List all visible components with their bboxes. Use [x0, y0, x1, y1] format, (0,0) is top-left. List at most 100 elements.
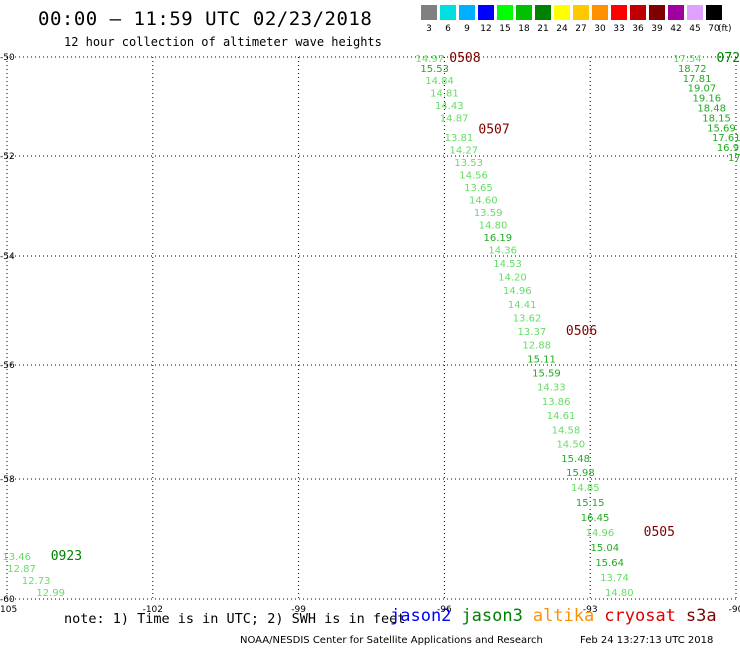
legend-swatch [516, 5, 532, 20]
legend-label: 6 [445, 24, 451, 34]
wave-height-label: 14.97 [415, 54, 444, 65]
legend-swatch [649, 5, 665, 20]
wave-height-label: 14.56 [459, 171, 488, 182]
wave-height-label: 17.61 [712, 133, 740, 144]
wave-height-label: 12.87 [7, 564, 36, 575]
lon-tick-label: -99 [291, 605, 306, 615]
map-title: 00:00 – 11:59 UTC 02/23/2018 [38, 8, 373, 30]
legend-label: 21 [537, 24, 549, 34]
footer-timestamp: Feb 24 13:27:13 UTC 2018 [580, 635, 714, 646]
legend-label: 42 [670, 24, 682, 34]
wave-height-label: 14.81 [430, 89, 459, 100]
wave-height-label: 13.74 [600, 573, 629, 584]
legend-swatch [592, 5, 608, 20]
wave-height-label: 18.72 [678, 64, 707, 75]
wave-height-label: 14.87 [440, 113, 469, 124]
satellite-s3a: s3a [685, 606, 717, 626]
legend-swatch [535, 5, 551, 20]
wave-height-label: 15.11 [527, 354, 556, 365]
wave-height-label: 18.48 [697, 103, 726, 114]
legend-unit: (ft) [718, 24, 732, 34]
wave-height-label: 15.69 [707, 123, 736, 134]
legend-swatch [573, 5, 589, 20]
legend-label: 9 [464, 24, 470, 34]
wave-height-label: 15.64 [595, 558, 624, 569]
wave-height-label: 15.59 [532, 368, 561, 379]
wave-height-label: 14.27 [450, 146, 479, 157]
wave-height-label: 15.04 [590, 543, 619, 554]
footer-note: note: 1) Time is in UTC; 2) SWH is in fe… [64, 611, 406, 627]
lat-tick-label: -54 [0, 252, 15, 262]
legend-swatch [611, 5, 627, 20]
lat-tick-label: -52 [0, 152, 15, 162]
legend-label: 18 [518, 24, 530, 34]
wave-height-label: 14.50 [556, 440, 585, 451]
satellite-jason3: jason3 [461, 606, 523, 626]
wave-height-label: 14.84 [425, 76, 454, 87]
satellite-jason2: jason2 [390, 606, 452, 626]
legend-swatch [421, 5, 437, 20]
legend-label: 27 [575, 24, 587, 34]
pass-time-label: 0505 [644, 525, 675, 540]
wave-height-label: 13.62 [513, 313, 542, 324]
legend-label: 45 [689, 24, 701, 34]
satellite-altika: altika [532, 606, 595, 626]
wave-height-label: 14.85 [571, 483, 600, 494]
wave-height-label: 12.99 [36, 588, 65, 599]
wave-height-label: 13.46 [2, 552, 31, 563]
legend-label: 12 [480, 24, 492, 34]
wave-height-label: 16.45 [581, 513, 610, 524]
wave-height-label: 14.20 [498, 273, 527, 284]
legend-label: 70 [708, 24, 720, 34]
wave-height-label: 13.65 [464, 183, 493, 194]
satellite-legend: jason2 jason3 altika cryosat s3a [390, 606, 727, 626]
legend-swatch [478, 5, 494, 20]
satellite-cryosat: cryosat [604, 606, 676, 626]
wave-height-label: 14.80 [605, 588, 634, 599]
legend-swatch [459, 5, 475, 20]
wave-height-label: 19.07 [688, 84, 717, 95]
wave-height-label: 13.86 [542, 397, 571, 408]
pass-time-label: 0508 [449, 51, 480, 66]
wave-height-label: 14.60 [469, 196, 498, 207]
wave-height-label: 14.41 [508, 300, 537, 311]
pass-time-label: 0506 [566, 324, 597, 339]
wave-height-label: 12.88 [522, 341, 551, 352]
wave-height-label: 13.37 [518, 327, 547, 338]
wave-height-label: 14.58 [552, 425, 581, 436]
lon-tick-label: -102 [143, 605, 163, 615]
lon-tick-label: -105 [0, 605, 17, 615]
legend-swatch [440, 5, 456, 20]
wave-height-label: 13.81 [445, 133, 474, 144]
legend-label: 15 [499, 24, 511, 34]
wave-height-label: 17.54 [673, 54, 702, 65]
lat-tick-label: -60 [0, 595, 15, 605]
map-subtitle: 12 hour collection of altimeter wave hei… [64, 35, 382, 49]
pass-time-label: 0726 [717, 51, 740, 66]
legend-label: 30 [594, 24, 606, 34]
legend-label: 3 [426, 24, 432, 34]
wave-height-label: 15.98 [566, 468, 595, 479]
legend-label: 39 [651, 24, 663, 34]
wave-height-label: 15.48 [561, 454, 590, 465]
wave-height-label: 16.19 [484, 233, 513, 244]
legend-label: 33 [613, 24, 625, 34]
legend-swatch [706, 5, 722, 20]
wave-height-label: 14.61 [547, 411, 576, 422]
legend-swatch [630, 5, 646, 20]
lat-tick-label: -58 [0, 475, 15, 485]
wave-height-label: 13.53 [454, 158, 483, 169]
wave-height-label: 14.43 [435, 101, 464, 112]
wave-height-label: 15.15 [576, 498, 605, 509]
wave-height-label: 12.73 [22, 576, 51, 587]
wave-height-label: 17.81 [683, 74, 712, 85]
legend-swatch [668, 5, 684, 20]
wave-height-label: 18.15 [702, 113, 731, 124]
lon-tick-label: -90 [729, 605, 740, 615]
wave-height-label: 14.80 [479, 221, 508, 232]
legend-label: 36 [632, 24, 644, 34]
legend-swatch [687, 5, 703, 20]
footer-org: NOAA/NESDIS Center for Satellite Applica… [240, 635, 543, 646]
wave-height-label: 13.59 [474, 208, 503, 219]
